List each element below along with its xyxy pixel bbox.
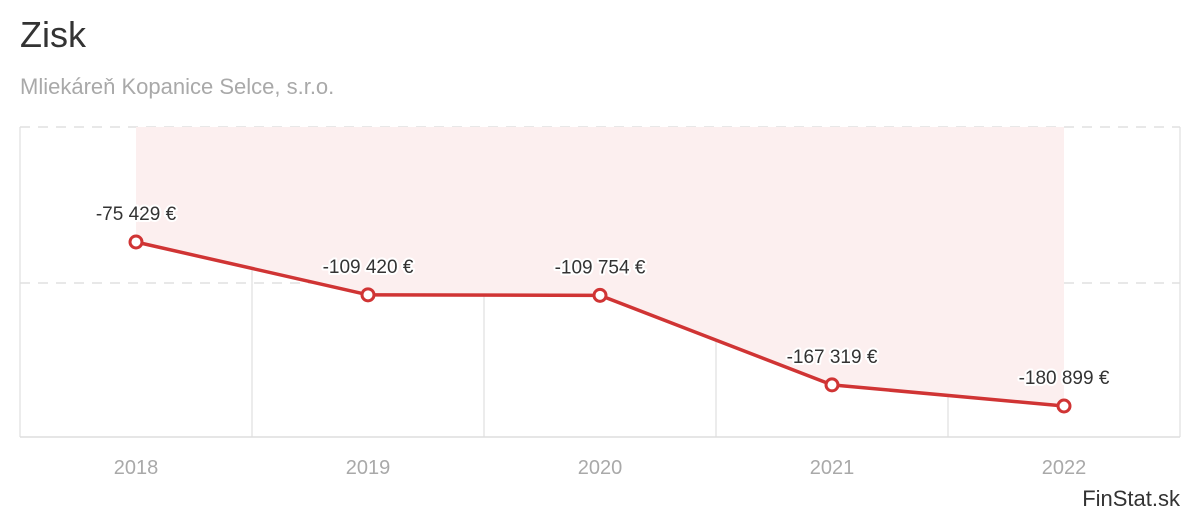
data-label: -180 899 € [1019, 368, 1110, 389]
data-label: -75 429 € [96, 204, 177, 225]
data-point[interactable] [128, 234, 144, 250]
x-tick-label: 2021 [810, 457, 855, 479]
finstat-watermark: FinStat.sk [1082, 486, 1180, 511]
chart-title: Zisk [20, 14, 86, 55]
data-point[interactable] [592, 287, 608, 303]
data-label: -109 420 € [323, 257, 414, 278]
data-point[interactable] [824, 377, 840, 393]
data-label: -109 754 € [555, 257, 646, 278]
series-area [136, 127, 1064, 406]
x-tick-label: 2022 [1042, 457, 1087, 479]
x-tick-label: 2019 [346, 457, 391, 479]
x-tick-label: 2020 [578, 457, 623, 479]
data-point[interactable] [1056, 398, 1072, 414]
x-tick-label: 2018 [114, 457, 159, 479]
chart-subtitle: Mliekáreň Kopanice Selce, s.r.o. [20, 74, 335, 99]
data-label: -167 319 € [787, 347, 878, 368]
data-point[interactable] [360, 287, 376, 303]
